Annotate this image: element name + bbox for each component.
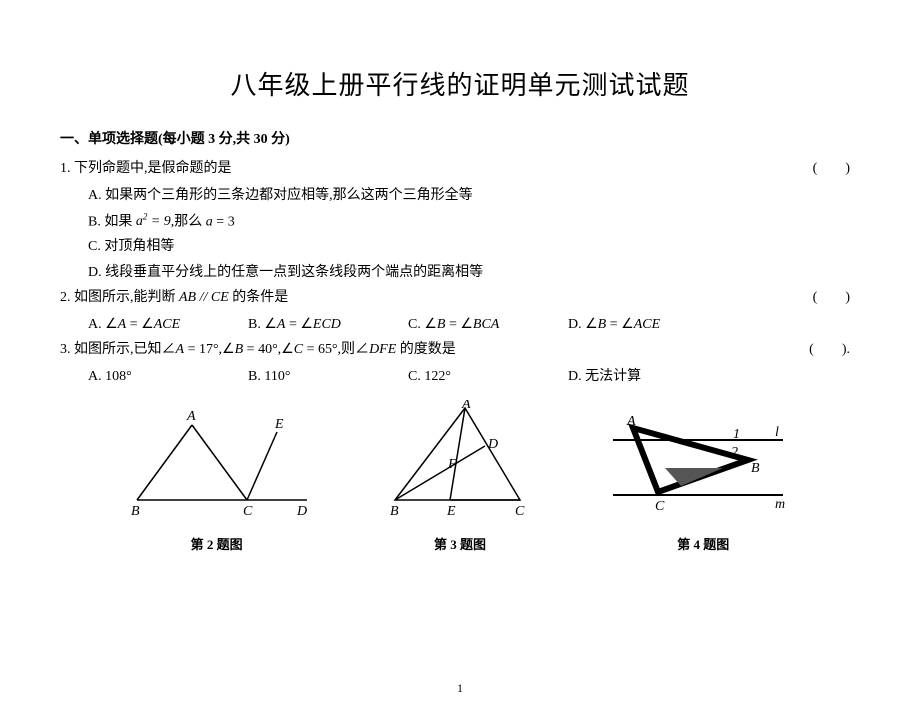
page-title: 八年级上册平行线的证明单元测试试题 <box>0 65 920 102</box>
q2-option-d: D. ∠B = ∠ACE <box>568 312 660 337</box>
fig4-label-1: 1 <box>733 427 740 442</box>
fig2-caption: 第 2 题图 <box>117 533 317 556</box>
fig2-label-b: B <box>131 504 140 519</box>
fig2-label-d: D <box>296 504 307 519</box>
question-1: 1. 下列命题中,是假命题的是 ( ) <box>60 156 860 181</box>
fig2-label-e: E <box>274 417 284 432</box>
fig3-label-f: F <box>447 457 457 472</box>
fig2-label-a: A <box>186 409 196 424</box>
q2-stem-expr: AB // CE <box>179 290 229 305</box>
figure-4-svg: A l B C m 1 2 <box>603 400 803 520</box>
q3-blank: ( ). <box>809 337 850 362</box>
q1-b-pre: B. 如果 <box>88 214 136 229</box>
figure-4: A l B C m 1 2 第 4 题图 <box>603 400 803 557</box>
q3-options: A. 108° B. 110° C. 122° D. 无法计算 <box>60 364 860 389</box>
q2-blank: ( ) <box>813 285 850 310</box>
q1-option-c: C. 对顶角相等 <box>88 234 860 259</box>
q1-option-a: A. 如果两个三角形的三条边都对应相等,那么这两个三角形全等 <box>88 183 860 208</box>
figure-3-svg: A D F B E C <box>370 400 550 520</box>
fig2-label-c: C <box>243 504 253 519</box>
q2-options: A. ∠A = ∠ACE B. ∠A = ∠ECD C. ∠B = ∠BCA D… <box>60 312 860 337</box>
q3-option-c: C. 122° <box>408 364 568 389</box>
fig4-caption: 第 4 题图 <box>603 533 803 556</box>
q2-option-a: A. ∠A = ∠ACE <box>88 312 248 337</box>
question-3: 3. 如图所示,已知∠A = 17°,∠B = 40°,∠C = 65°,则∠D… <box>60 337 860 362</box>
fig3-label-a: A <box>461 400 471 412</box>
content-area: 一、单项选择题(每小题 3 分,共 30 分) 1. 下列命题中,是假命题的是 … <box>0 127 920 556</box>
fig3-label-c: C <box>515 504 525 519</box>
figure-2: A E B C D 第 2 题图 <box>117 400 317 557</box>
fig4-label-m: m <box>775 497 785 512</box>
q1-b-post: ,那么 a = 3 <box>171 214 235 229</box>
q3-option-d: D. 无法计算 <box>568 364 728 389</box>
q2-option-c: C. ∠B = ∠BCA <box>408 312 568 337</box>
figure-2-svg: A E B C D <box>117 400 317 520</box>
fig4-label-b: B <box>751 461 760 476</box>
q1-blank: ( ) <box>813 156 850 181</box>
fig3-label-b: B <box>390 504 399 519</box>
page-number: 1 <box>0 681 920 696</box>
q2-stem-pre: 2. 如图所示,能判断 <box>60 290 179 305</box>
question-2: 2. 如图所示,能判断 AB // CE 的条件是 ( ) <box>60 285 860 310</box>
fig4-label-a: A <box>626 414 636 429</box>
q3-option-a: A. 108° <box>88 364 248 389</box>
q3-option-b: B. 110° <box>248 364 408 389</box>
q1-option-d: D. 线段垂直平分线上的任意一点到这条线段两个端点的距离相等 <box>88 260 860 285</box>
fig3-label-e: E <box>446 504 456 519</box>
q2-stem-post: 的条件是 <box>229 290 289 305</box>
fig3-label-d: D <box>487 437 498 452</box>
figures-row: A E B C D 第 2 题图 A D F B E <box>60 400 860 557</box>
fig4-label-2: 2 <box>731 445 738 460</box>
fig3-caption: 第 3 题图 <box>370 533 550 556</box>
section-header: 一、单项选择题(每小题 3 分,共 30 分) <box>60 127 860 152</box>
fig4-label-c: C <box>655 499 665 514</box>
figure-3: A D F B E C 第 3 题图 <box>370 400 550 557</box>
fig4-label-l: l <box>775 425 779 440</box>
q1-option-b: B. 如果 a2 = 9,那么 a = 3 <box>88 209 860 235</box>
q1-options: A. 如果两个三角形的三条边都对应相等,那么这两个三角形全等 B. 如果 a2 … <box>60 183 860 284</box>
q2-option-b: B. ∠A = ∠ECD <box>248 312 408 337</box>
q1-b-expr: a2 = 9 <box>136 214 171 229</box>
q1-stem: 1. 下列命题中,是假命题的是 <box>60 161 232 176</box>
q3-stem: 3. 如图所示,已知∠A = 17°,∠B = 40°,∠C = 65°,则∠D… <box>60 342 456 357</box>
